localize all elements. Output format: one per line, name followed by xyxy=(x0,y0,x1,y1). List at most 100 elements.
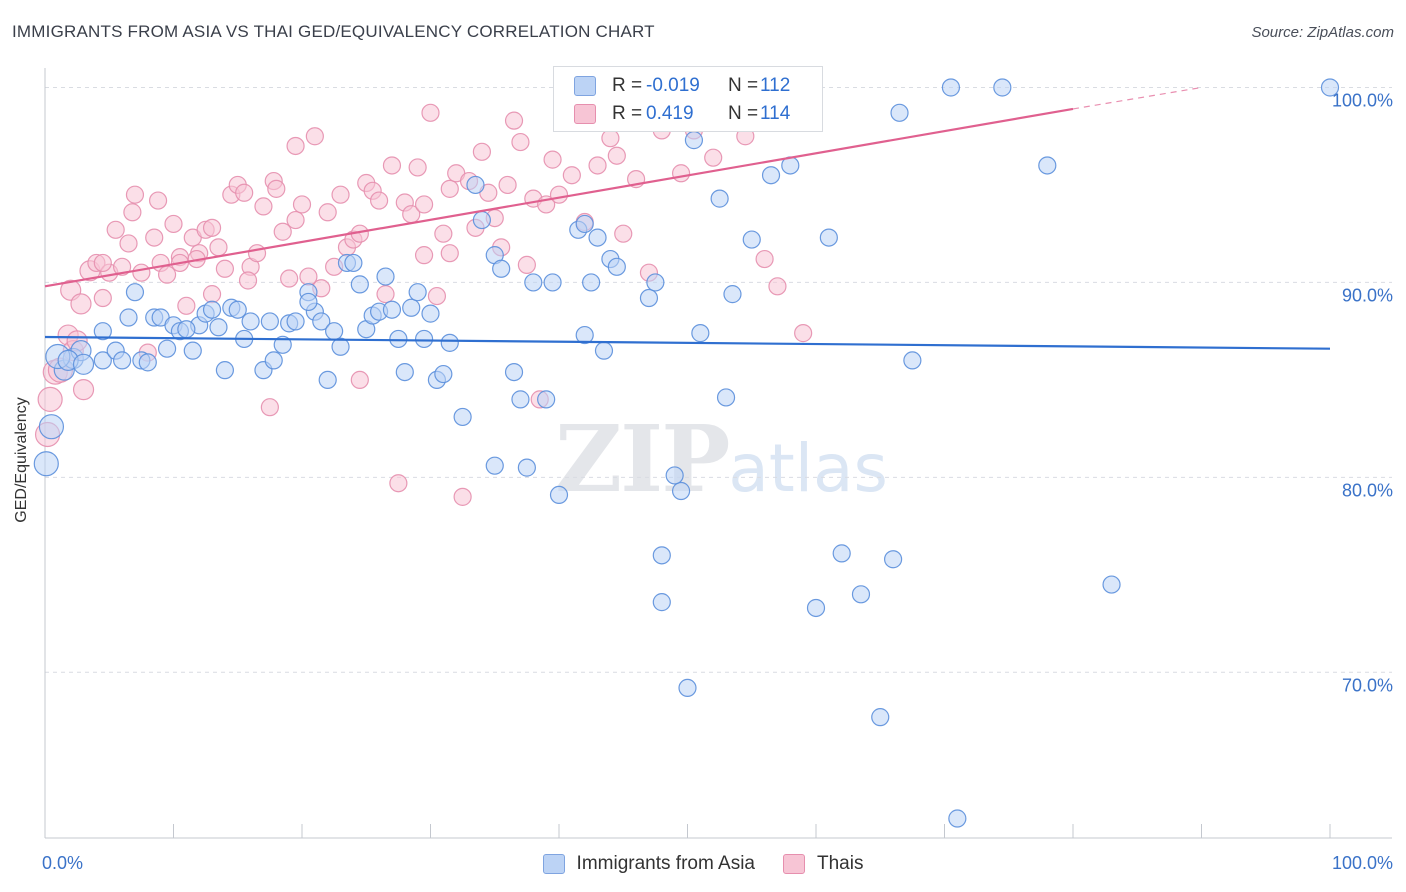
asia-point xyxy=(215,361,234,380)
asia-point xyxy=(485,456,504,475)
thais-point xyxy=(453,487,472,506)
thais-point xyxy=(247,244,267,263)
thais-point xyxy=(350,370,369,389)
r-value: -0.019 xyxy=(646,75,700,96)
asia-point xyxy=(537,390,556,409)
r-label: R = xyxy=(612,75,643,96)
thais-point xyxy=(125,185,145,204)
thais-point xyxy=(280,269,299,288)
asia-point xyxy=(684,131,704,150)
asia-point xyxy=(202,300,222,319)
thais-point xyxy=(119,234,138,253)
asia-point xyxy=(716,388,736,407)
asia-point xyxy=(607,257,626,276)
thais-point xyxy=(238,271,258,290)
thais-point xyxy=(235,183,254,202)
asia-swatch xyxy=(542,854,565,874)
asia-point xyxy=(434,364,453,384)
asia-point xyxy=(466,175,485,195)
y-tick-label: 100.0% xyxy=(1332,90,1393,110)
thais-point xyxy=(562,166,581,185)
asia-point xyxy=(382,300,402,319)
thais-point xyxy=(70,293,92,315)
thais-point xyxy=(37,386,63,412)
asia-point xyxy=(575,214,594,234)
r-value: 0.419 xyxy=(646,103,694,124)
asia-point xyxy=(93,351,112,370)
thais-point xyxy=(549,185,569,204)
thais-point xyxy=(421,103,440,122)
thais-point xyxy=(331,185,350,204)
thais-point xyxy=(376,285,395,304)
asia-point xyxy=(402,298,421,317)
thais-point xyxy=(260,398,279,417)
legend-item-asia[interactable]: Immigrants from Asia xyxy=(542,853,755,875)
asia-point xyxy=(331,337,350,356)
asia-point xyxy=(941,78,961,97)
thais-trend-extension xyxy=(1072,86,1202,110)
thais-point xyxy=(414,195,434,214)
asia-point xyxy=(582,273,601,292)
x-tick-label: 100.0% xyxy=(1332,853,1393,873)
asia-point xyxy=(575,325,594,345)
stats-row-thais: R = 0.419 N = 114 xyxy=(574,100,790,128)
asia-point xyxy=(38,414,65,440)
asia-point xyxy=(350,275,369,294)
asia-point xyxy=(209,318,228,337)
asia-point xyxy=(504,363,524,382)
asia-point xyxy=(119,308,138,327)
asia-point xyxy=(177,320,196,339)
thais-point xyxy=(601,129,620,148)
thais-point xyxy=(106,220,125,239)
asia-point xyxy=(183,341,202,360)
asia-point xyxy=(414,329,434,349)
asia-point xyxy=(453,407,472,427)
thais-point xyxy=(427,286,447,306)
thais-point xyxy=(768,277,787,296)
axes xyxy=(44,68,1392,839)
thais-point xyxy=(273,222,292,241)
asia-point xyxy=(421,304,440,323)
thais-point xyxy=(132,263,151,282)
thais-point xyxy=(504,111,524,130)
asia-point xyxy=(543,273,562,292)
legend-item-thais[interactable]: Thais xyxy=(782,853,863,875)
thais-point xyxy=(543,150,562,169)
asia-point xyxy=(408,283,427,302)
thais-point xyxy=(215,259,234,278)
stats-row-asia: R = -0.019 N = 112 xyxy=(574,72,790,100)
asia-point xyxy=(264,351,283,370)
thais-point xyxy=(123,203,142,222)
asia-point xyxy=(112,351,132,370)
thais-point xyxy=(286,136,305,156)
asia-point xyxy=(125,283,145,302)
asia-point xyxy=(832,544,851,563)
thais-point xyxy=(440,179,459,198)
stats-legend: R = -0.019 N = 112 R = 0.419 N = 114 xyxy=(553,66,823,132)
thais-point xyxy=(145,228,164,247)
asia-point xyxy=(260,312,279,331)
y-tick-label: 90.0% xyxy=(1342,285,1393,305)
thais-point xyxy=(472,142,491,161)
thais-point xyxy=(305,127,324,146)
asia-point xyxy=(691,324,710,343)
asia-point xyxy=(723,285,742,304)
chart-title: IMMIGRANTS FROM ASIA VS THAI GED/EQUIVAL… xyxy=(12,22,655,41)
asia-point xyxy=(1038,156,1057,175)
thais-point xyxy=(93,288,112,308)
thais-point xyxy=(794,324,813,343)
asia-point xyxy=(819,228,838,247)
thais-point xyxy=(267,179,286,198)
asia-point xyxy=(652,593,671,612)
r-label: R = xyxy=(612,103,643,124)
thais-point xyxy=(588,156,607,175)
thais-swatch xyxy=(574,104,596,124)
asia-point xyxy=(588,228,607,247)
asia-point xyxy=(325,322,344,341)
asia-point xyxy=(318,370,337,389)
thais-points xyxy=(34,99,813,506)
asia-point xyxy=(511,390,530,409)
n-value: 114 xyxy=(760,103,791,124)
asia-point xyxy=(517,458,536,477)
asia-swatch xyxy=(574,76,596,96)
